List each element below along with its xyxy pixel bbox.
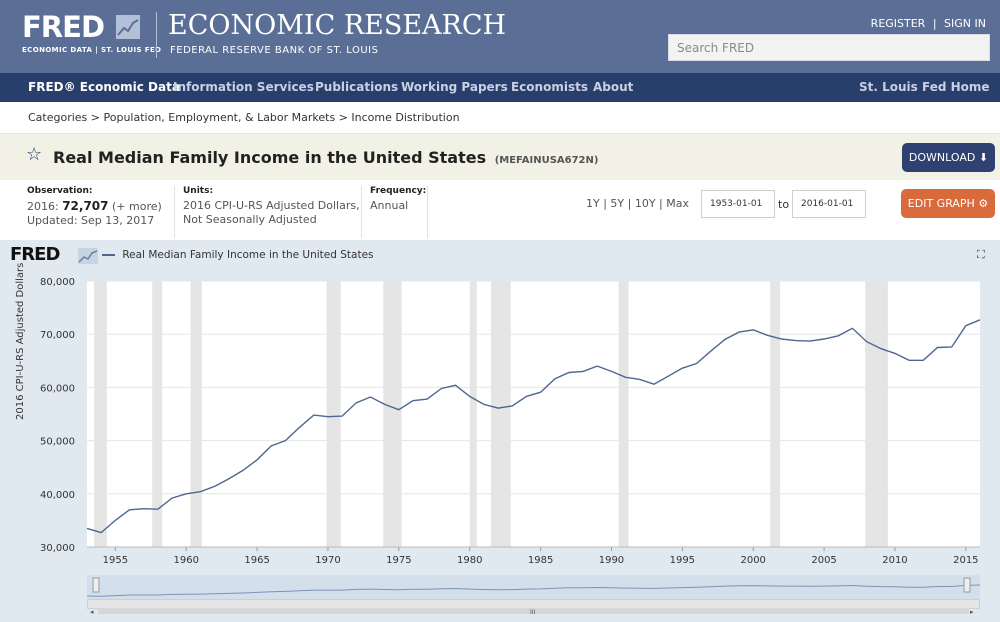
meta-divider — [427, 186, 428, 238]
nav-publications[interactable]: Publications — [315, 80, 399, 94]
series-title-text: Real Median Family Income in the United … — [53, 148, 487, 167]
observation-number: 72,707 — [62, 199, 109, 213]
navigator-left-handle[interactable] — [92, 577, 100, 593]
y-tick-label: 50,000 — [40, 437, 75, 448]
star-icon[interactable]: ☆ — [26, 144, 43, 165]
graph-logo-icon — [78, 248, 98, 264]
x-tick-label: 2010 — [882, 555, 907, 566]
download-button[interactable]: DOWNLOAD ⬇ — [902, 143, 995, 172]
header-divider — [156, 12, 157, 58]
recession-band — [490, 281, 511, 547]
signin-link[interactable]: SIGN IN — [944, 17, 986, 30]
fred-logo-chart-icon — [116, 15, 140, 39]
y-axis-label: 2016 CPI-U-RS Adjusted Dollars — [15, 262, 26, 420]
series-id: (MEFAINUSA672N) — [494, 155, 599, 166]
end-date-input[interactable]: 2016-01-01 — [792, 190, 866, 218]
frequency-block: Frequency: Annual — [370, 186, 426, 213]
y-tick-label: 40,000 — [40, 490, 75, 501]
recession-band — [770, 281, 781, 547]
chart-svg: 30,000 40,000 50,000 60,000 70,000 80,000 195… — [40, 277, 981, 566]
scrollbar-thumb[interactable] — [98, 608, 969, 614]
breadcrumb[interactable]: Categories > Population, Employment, & L… — [28, 111, 460, 124]
edit-graph-button[interactable]: EDIT GRAPH ⚙ — [901, 189, 995, 218]
x-tick-label: 1960 — [173, 555, 198, 566]
start-date-input[interactable]: 1953-01-01 — [701, 190, 775, 218]
meta-divider — [361, 186, 362, 238]
recession-band — [469, 281, 477, 547]
observation-year: 2016: — [27, 200, 59, 213]
legend-line-icon — [102, 254, 115, 256]
updated-date: Updated: Sep 13, 2017 — [27, 214, 155, 227]
svg-text:▸: ▸ — [970, 608, 974, 615]
nav-st-louis-fed-home[interactable]: St. Louis Fed Home — [859, 80, 990, 94]
recession-band — [152, 281, 163, 547]
x-tick-label: 1995 — [670, 555, 695, 566]
fed-name: FEDERAL RESERVE BANK OF ST. LOUIS — [170, 45, 379, 56]
site-header: FRED ECONOMIC DATA | ST. LOUIS FED ECONO… — [0, 0, 1000, 73]
series-line[interactable] — [86, 319, 981, 534]
navigator-right-handle[interactable] — [963, 577, 971, 593]
register-link[interactable]: REGISTER — [870, 17, 926, 30]
observation-value: 2016: 72,707 (+ more) — [27, 199, 162, 214]
graph-fred-logo: FRED — [10, 244, 60, 265]
x-tick-label: 1955 — [103, 555, 128, 566]
recession-band — [618, 281, 629, 547]
range-navigator[interactable] — [86, 575, 981, 599]
recession-band — [94, 281, 107, 547]
economic-research-title[interactable]: ECONOMIC RESEARCH — [168, 10, 507, 41]
svg-text:◂: ◂ — [90, 608, 94, 615]
recession-band — [326, 281, 341, 547]
logo-subtitle: ECONOMIC DATA | ST. LOUIS FED — [22, 46, 162, 54]
units-line2: Not Seasonally Adjusted — [183, 213, 317, 226]
x-tick-label: 1990 — [599, 555, 624, 566]
y-tick-label: 80,000 — [40, 277, 75, 288]
meta-divider — [174, 186, 175, 238]
x-tick-label: 1965 — [244, 555, 269, 566]
nav-about[interactable]: About — [593, 80, 634, 94]
x-tick-label: 1980 — [457, 555, 482, 566]
account-links: REGISTER | SIGN IN — [867, 17, 986, 30]
x-tick-label: 1970 — [315, 555, 340, 566]
x-tick-label: 1975 — [386, 555, 411, 566]
series-title-bar: ☆ Real Median Family Income in the Unite… — [0, 133, 1000, 180]
units-block: Units: 2016 CPI-U-RS Adjusted Dollars, N… — [183, 186, 360, 227]
x-tick-label: 2005 — [811, 555, 836, 566]
observation-label: Observation: — [27, 186, 93, 196]
fred-logo[interactable]: FRED — [22, 10, 105, 44]
x-tick-label: 1985 — [528, 555, 553, 566]
nav-economists[interactable]: Economists — [511, 80, 588, 94]
frequency-label: Frequency: — [370, 186, 427, 196]
x-tick-label: 2015 — [953, 555, 978, 566]
x-tick-label: 2000 — [740, 555, 765, 566]
y-tick-label: 30,000 — [40, 543, 75, 554]
units-label: Units: — [183, 186, 214, 196]
chart-legend: Real Median Family Income in the United … — [102, 249, 374, 261]
plot-area — [87, 281, 980, 547]
nav-fred-economic-data[interactable]: FRED® Economic Data — [28, 80, 180, 94]
series-title: Real Median Family Income in the United … — [53, 148, 598, 167]
observation-more-link[interactable]: (+ more) — [112, 200, 162, 213]
y-tick-label: 70,000 — [40, 330, 75, 341]
legend-label: Real Median Family Income in the United … — [122, 249, 374, 261]
svg-text:III: III — [530, 609, 536, 615]
y-tick-label: 60,000 — [40, 383, 75, 394]
to-label: to — [778, 198, 790, 211]
expand-icon[interactable]: ⛶ — [977, 248, 985, 261]
recession-band — [190, 281, 202, 547]
nav-information-services[interactable]: Information Services — [173, 80, 314, 94]
main-nav: FRED® Economic Data Information Services… — [0, 73, 1000, 102]
frequency-value: Annual — [370, 199, 409, 212]
units-line1: 2016 CPI-U-RS Adjusted Dollars, — [183, 199, 360, 212]
range-links[interactable]: 1Y | 5Y | 10Y | Max — [586, 197, 689, 210]
recession-band — [865, 281, 888, 547]
search-input[interactable]: Search FRED — [668, 34, 990, 61]
nav-working-papers[interactable]: Working Papers — [401, 80, 508, 94]
observation-block: Observation: 2016: 72,707 (+ more) Updat… — [27, 186, 162, 228]
recession-band — [383, 281, 402, 547]
chart-scrollbar[interactable]: ◂ III ▸ — [87, 599, 980, 616]
link-separator: | — [932, 17, 937, 30]
